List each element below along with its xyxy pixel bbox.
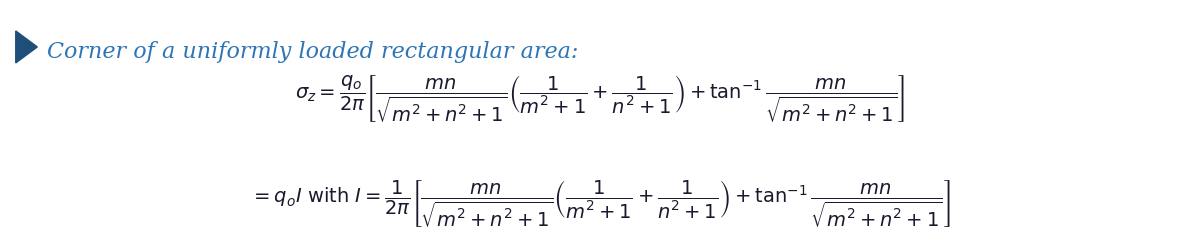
Text: Corner of a uniformly loaded rectangular area:: Corner of a uniformly loaded rectangular…	[47, 41, 578, 63]
Text: $= q_o I \text{ with } I = \dfrac{1}{2\pi} \left[ \dfrac{mn}{\sqrt{m^2+n^2+1}} \: $= q_o I \text{ with } I = \dfrac{1}{2\p…	[250, 178, 950, 229]
Polygon shape	[16, 31, 37, 63]
Text: $\sigma_z = \dfrac{q_o}{2\pi} \left[ \dfrac{mn}{\sqrt{m^2+n^2+1}} \left( \dfrac{: $\sigma_z = \dfrac{q_o}{2\pi} \left[ \df…	[295, 74, 905, 125]
